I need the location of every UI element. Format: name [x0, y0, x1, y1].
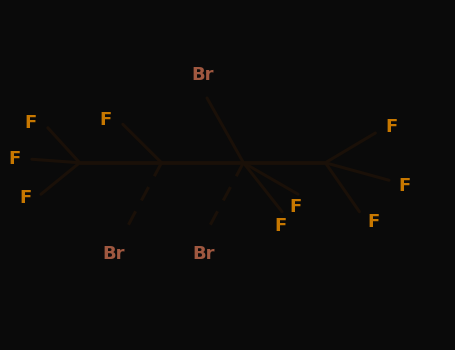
Text: F: F	[19, 189, 31, 207]
Text: F: F	[399, 177, 411, 195]
Text: Br: Br	[102, 245, 125, 263]
Text: F: F	[367, 213, 379, 231]
Text: F: F	[9, 150, 20, 168]
Text: F: F	[385, 118, 397, 136]
Text: F: F	[25, 114, 37, 132]
Text: F: F	[290, 198, 302, 216]
Text: Br: Br	[192, 245, 215, 263]
Text: F: F	[100, 111, 111, 129]
Text: Br: Br	[191, 66, 214, 84]
Text: F: F	[275, 217, 287, 235]
